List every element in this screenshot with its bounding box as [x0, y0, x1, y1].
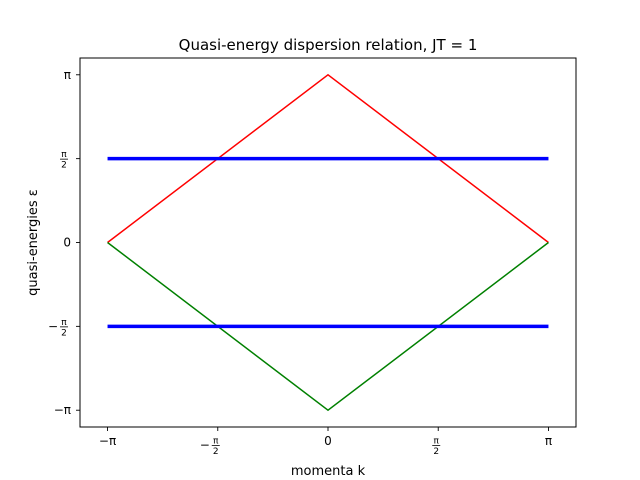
svg-text:2: 2 [61, 328, 67, 338]
x-tick-label: 0 [324, 434, 332, 448]
svg-text:−: − [200, 438, 210, 452]
x-tick-label: π [545, 434, 552, 448]
x-axis-label: momenta k [291, 464, 366, 479]
svg-text:−: − [48, 319, 58, 333]
svg-text:−π: −π [99, 434, 116, 448]
x-tick-label: − π2 [200, 437, 220, 457]
series-line-2 [107, 241, 549, 412]
series-layer [107, 73, 549, 412]
svg-text:π: π [545, 434, 552, 448]
y-tick-label: π [64, 68, 71, 82]
y-axis-label: quasi-energies ε [26, 189, 41, 296]
y-tick-label: −π [54, 403, 71, 417]
svg-text:2: 2 [433, 447, 439, 457]
svg-text:0: 0 [63, 236, 71, 250]
svg-text:−π: −π [54, 403, 71, 417]
svg-text:π: π [213, 437, 219, 447]
svg-text:2: 2 [61, 161, 67, 171]
svg-text:0: 0 [324, 434, 332, 448]
svg-text:π: π [61, 318, 67, 328]
svg-text:π: π [64, 68, 71, 82]
svg-text:2: 2 [213, 447, 219, 457]
series-line-1 [107, 73, 549, 244]
y-tick-label: 0 [63, 236, 71, 250]
x-axis-ticks: −π − π20 π2π [99, 427, 552, 457]
chart-title: Quasi-energy dispersion relation, JT = 1 [179, 36, 478, 54]
x-tick-label: −π [99, 434, 116, 448]
x-tick-label: π2 [432, 437, 441, 457]
y-tick-label: − π2 [48, 318, 68, 338]
y-tick-label: π2 [60, 150, 68, 171]
svg-text:π: π [61, 150, 67, 160]
svg-text:π: π [434, 437, 440, 447]
